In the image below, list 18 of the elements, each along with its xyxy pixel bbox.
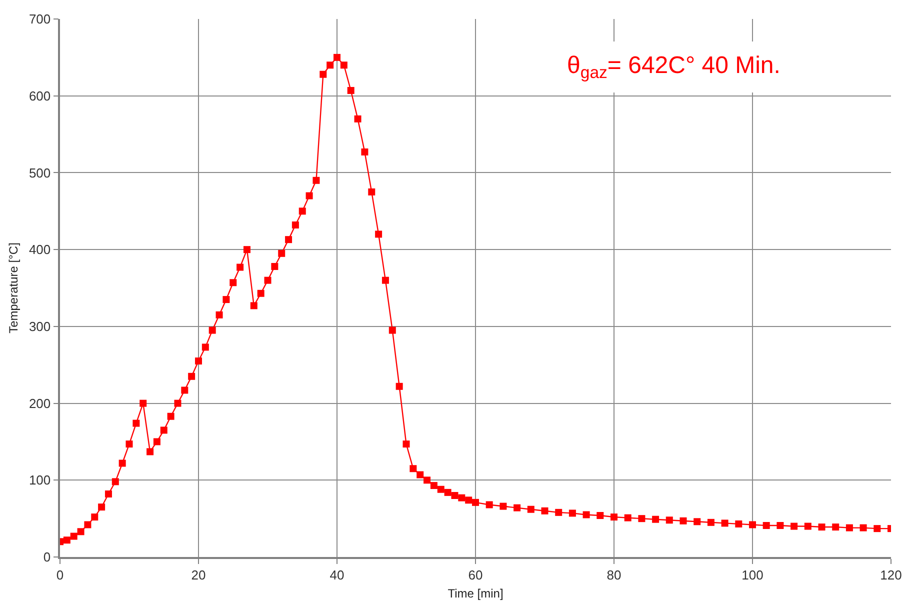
x-tick-label: 0	[56, 567, 64, 582]
x-axis-title: Time [min]	[448, 586, 504, 601]
annotation: θ$_{gaz}$= 642C° 40 Min.	[567, 52, 780, 82]
y-tick-label: 100	[28, 472, 51, 488]
x-tick-label: 40	[330, 567, 344, 582]
y-axis-title: Temperature [°C]	[6, 242, 21, 334]
x-tick-label: 20	[191, 567, 206, 582]
y-tick-label: 400	[28, 242, 51, 258]
x-tick-label: 60	[468, 567, 483, 582]
y-tick-label: 700	[28, 12, 51, 27]
x-tick-label: 120	[880, 567, 902, 582]
y-tick-label: 500	[28, 165, 51, 180]
y-tick-label: 600	[28, 88, 51, 104]
y-tick-label: 0	[43, 550, 51, 565]
x-tick-label: 80	[606, 567, 622, 582]
x-tick-label: 100	[742, 567, 764, 582]
y-tick-label: 200	[28, 396, 51, 411]
y-tick-label: 300	[28, 318, 51, 334]
